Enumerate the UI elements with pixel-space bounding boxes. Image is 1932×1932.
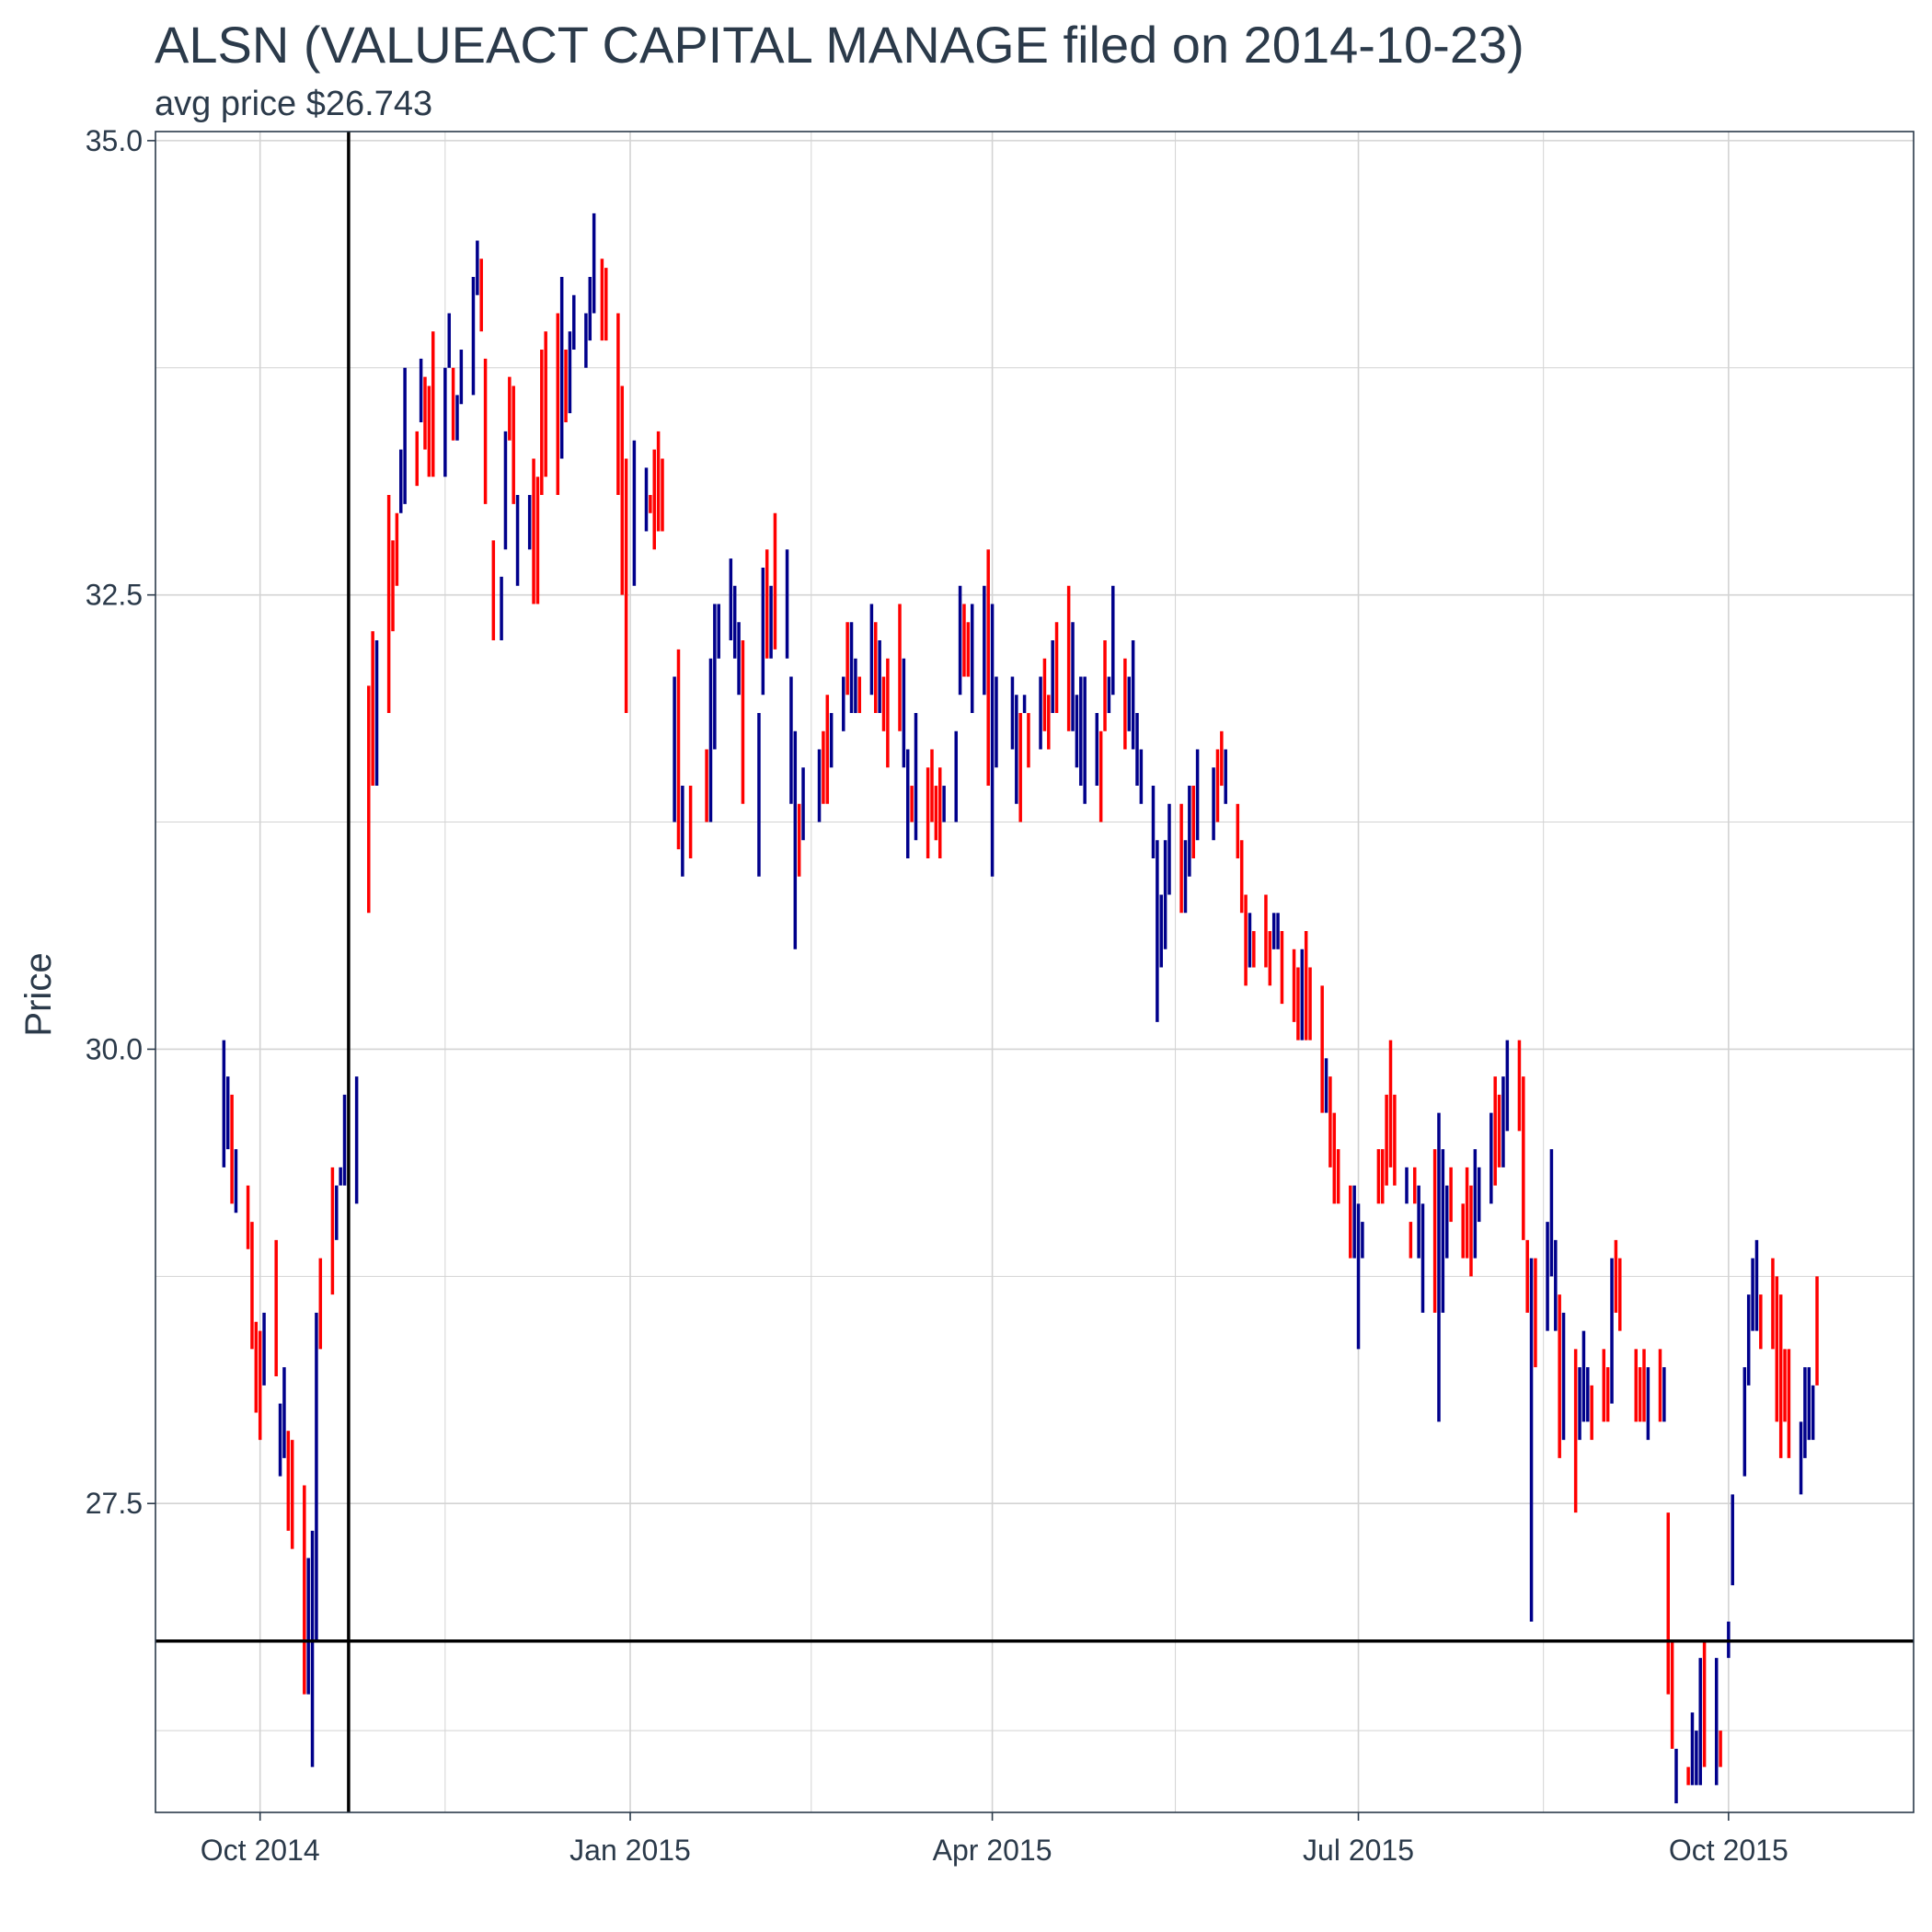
y-tick-label: 30.0 [86,1032,143,1065]
plot-frame [155,131,1915,1813]
reference-lines [155,132,1914,1812]
y-tick-label: 35.0 [86,124,143,157]
tick-labels: 27.5 30.0 32.5 35.0 Oct 2014 Jan 2015 Apr 2015… [86,124,1788,1867]
chart-title: ALSN (VALUEACT CAPITAL MANAGE filed on 2… [155,16,1524,74]
x-tick-label: Oct 2015 [1669,1834,1788,1867]
chart-subtitle: avg price $26.743 [155,85,432,123]
x-tick-label: Jan 2015 [569,1834,691,1867]
y-tick-label: 32.5 [86,579,143,612]
y-axis-label: Price [18,952,59,1036]
x-tick-label: Jul 2015 [1303,1834,1414,1867]
x-tick-label: Apr 2015 [933,1834,1052,1867]
y-tick-label: 27.5 [86,1487,143,1520]
price-ranges [222,213,1819,1804]
x-tick-label: Oct 2014 [201,1834,320,1867]
grid-layer [147,132,1914,1821]
